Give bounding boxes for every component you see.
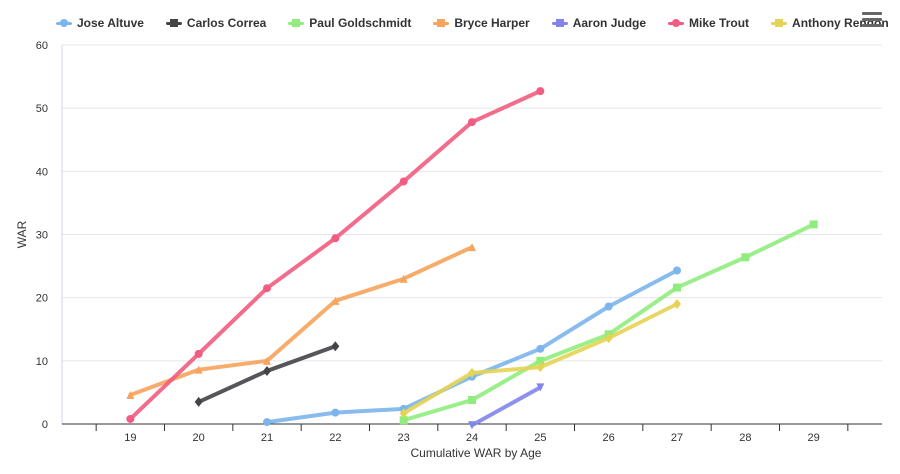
data-point[interactable] <box>194 349 203 358</box>
data-point[interactable] <box>536 383 545 392</box>
x-tick-label: 22 <box>329 432 341 444</box>
legend-item[interactable]: Carlos Correa <box>165 16 267 30</box>
x-tick-label: 27 <box>671 432 683 444</box>
legend-item[interactable]: Paul Goldschmidt <box>288 16 411 30</box>
legend-item[interactable]: Aaron Judge <box>551 16 647 30</box>
data-point[interactable] <box>126 390 135 399</box>
y-tick-label: 20 <box>36 293 48 305</box>
data-point[interactable] <box>536 344 545 353</box>
legend-marker <box>437 19 446 27</box>
data-point[interactable] <box>399 177 408 186</box>
data-point[interactable] <box>126 414 135 423</box>
legend-item[interactable]: Jose Altuve <box>56 16 144 30</box>
y-axis-title: WAR <box>15 220 29 248</box>
data-point[interactable] <box>536 362 545 373</box>
data-point[interactable] <box>263 356 271 365</box>
series-mike-trout[interactable] <box>126 87 545 423</box>
x-tick-label: 19 <box>124 432 136 444</box>
series-carlos-correa[interactable] <box>194 341 340 407</box>
menu-bar <box>862 18 882 21</box>
data-point[interactable] <box>194 365 203 374</box>
series-line[interactable] <box>128 245 474 397</box>
legend-marker <box>555 19 564 27</box>
series-line[interactable] <box>401 222 816 423</box>
legend-swatch-icon <box>433 18 450 28</box>
legend-swatch-icon <box>288 18 305 28</box>
data-point[interactable] <box>331 408 340 417</box>
data-point[interactable] <box>468 243 476 252</box>
data-point[interactable] <box>673 283 681 292</box>
legend-label: Paul Goldschmidt <box>309 16 412 30</box>
data-point[interactable] <box>673 266 681 275</box>
series-bryce-harper[interactable] <box>126 243 476 399</box>
menu-bar <box>862 12 882 15</box>
data-point[interactable] <box>468 118 476 127</box>
legend-label: Jose Altuve <box>77 16 144 30</box>
legend-marker <box>775 19 784 27</box>
y-tick-label: 0 <box>42 419 48 431</box>
legend-swatch-icon <box>668 18 685 28</box>
y-tick-label: 30 <box>36 230 48 242</box>
y-tick-label: 50 <box>36 103 48 115</box>
data-point[interactable] <box>673 298 681 309</box>
legend-item[interactable]: Mike Trout <box>668 16 749 30</box>
data-point[interactable] <box>399 416 408 425</box>
data-point[interactable] <box>331 341 340 352</box>
data-point[interactable] <box>468 367 476 378</box>
data-point[interactable] <box>468 395 476 404</box>
legend-swatch-icon <box>771 18 788 28</box>
data-point[interactable] <box>263 284 271 293</box>
data-point[interactable] <box>399 274 408 283</box>
series-line[interactable] <box>470 385 543 428</box>
data-point[interactable] <box>536 87 545 96</box>
data-point[interactable] <box>741 253 750 262</box>
series-anthony-rendon[interactable] <box>399 298 681 419</box>
data-point[interactable] <box>263 418 271 427</box>
legend-item[interactable]: Bryce Harper <box>433 16 530 30</box>
legend-label: Carlos Correa <box>186 16 267 30</box>
x-tick-label: 21 <box>261 432 273 444</box>
legend-marker <box>292 19 301 27</box>
legend-label: Mike Trout <box>689 16 750 30</box>
menu-icon[interactable] <box>862 12 882 30</box>
legend-label: Aaron Judge <box>572 16 647 30</box>
legend-marker <box>60 19 68 27</box>
data-point[interactable] <box>263 365 271 376</box>
data-point[interactable] <box>331 296 340 305</box>
data-point[interactable] <box>194 396 203 407</box>
x-tick-label: 25 <box>534 432 546 444</box>
data-point[interactable] <box>536 356 545 365</box>
x-tick-label: 28 <box>739 432 751 444</box>
y-tick-label: 60 <box>36 40 48 52</box>
x-tick-label: 29 <box>808 432 820 444</box>
x-tick-label: 20 <box>193 432 205 444</box>
data-point[interactable] <box>331 234 340 243</box>
menu-bar <box>862 24 882 27</box>
series-aaron-judge[interactable] <box>468 383 545 430</box>
x-tick-label: 24 <box>466 432 478 444</box>
legend-swatch-icon <box>551 18 568 28</box>
x-tick-label: 23 <box>398 432 410 444</box>
data-point[interactable] <box>604 302 613 311</box>
data-point[interactable] <box>604 333 613 344</box>
legend-swatch-icon <box>165 18 182 28</box>
legend: Jose Altuve Carlos Correa Paul Goldschmidt… <box>56 14 900 32</box>
data-point[interactable] <box>468 421 476 430</box>
legend-marker <box>672 19 681 27</box>
x-axis-title: Cumulative WAR by Age <box>411 446 542 460</box>
y-tick-label: 40 <box>36 166 48 178</box>
series-line[interactable] <box>128 89 543 421</box>
legend-swatch-icon <box>56 18 72 28</box>
x-tick-label: 26 <box>603 432 615 444</box>
data-point[interactable] <box>809 220 818 229</box>
legend-label: Bryce Harper <box>454 16 530 30</box>
data-point[interactable] <box>399 408 408 419</box>
y-tick-label: 10 <box>36 356 48 368</box>
legend-marker <box>169 19 178 27</box>
